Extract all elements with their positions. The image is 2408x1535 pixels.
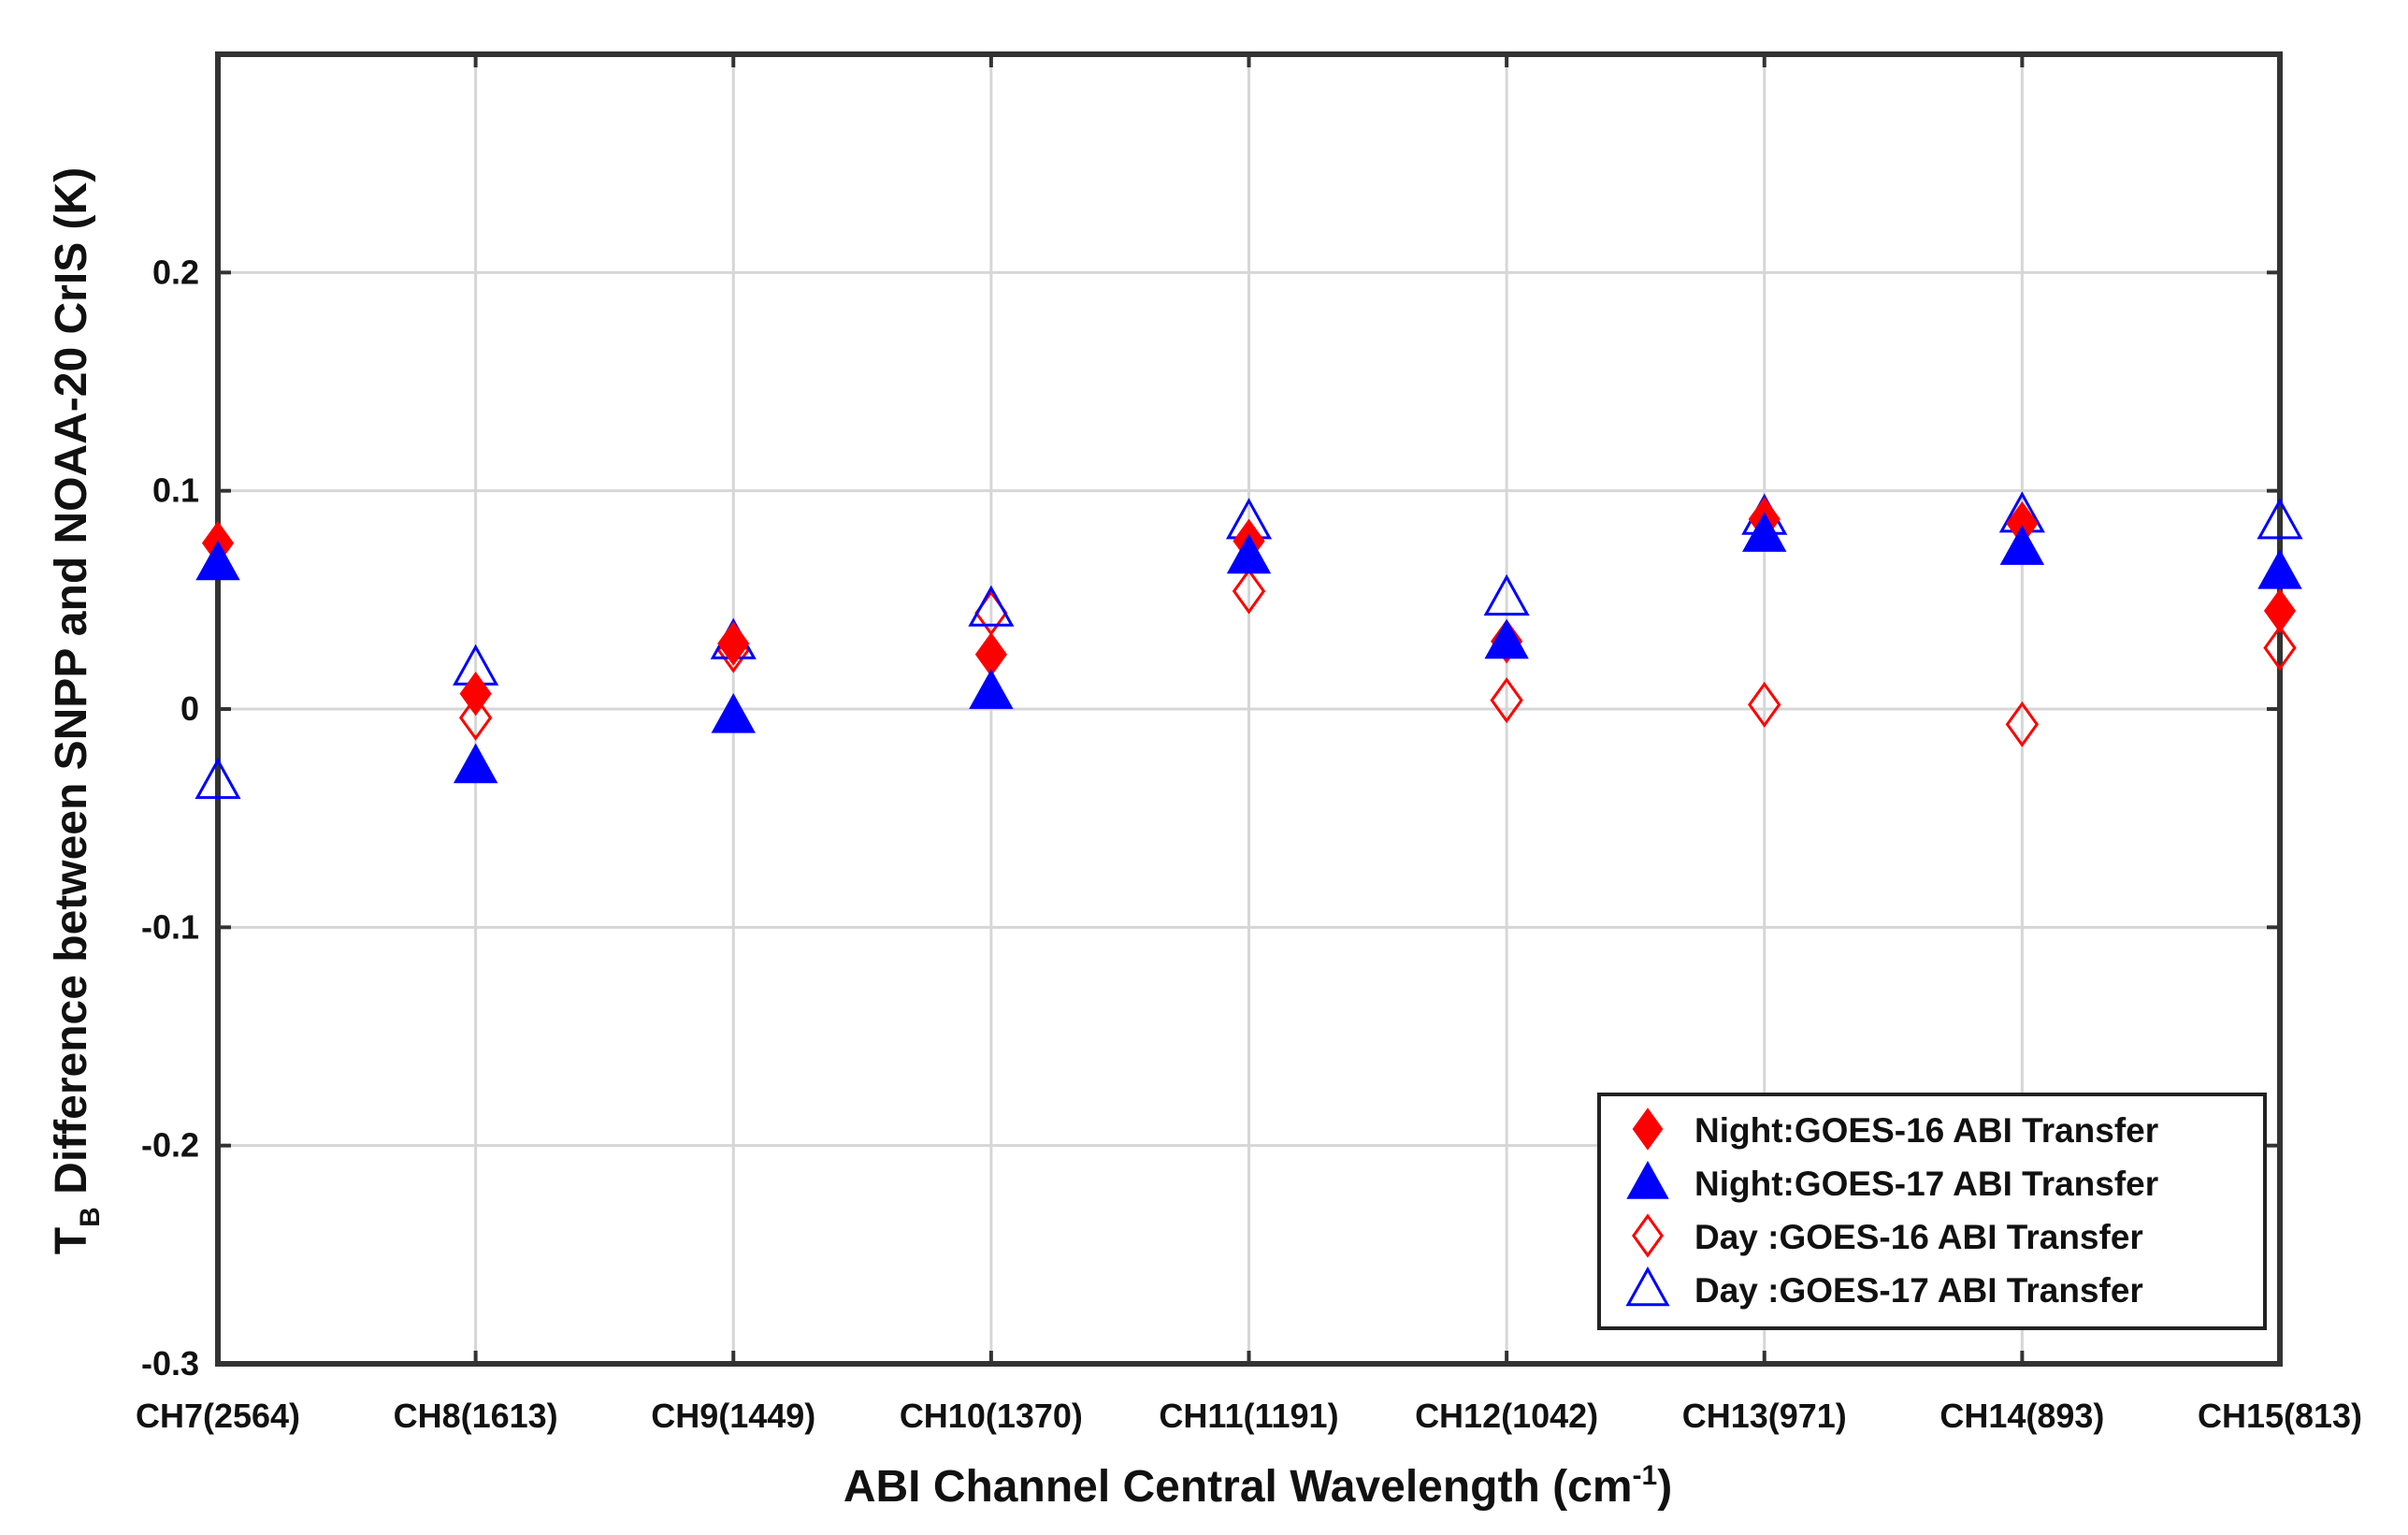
night-goes16-point xyxy=(2263,588,2297,633)
legend-marker xyxy=(1625,1266,1670,1307)
x-tick-label: CH7(2564) xyxy=(136,1397,300,1435)
y-axis-ticks: -0.3 -0.2 -0.1 0 0.1 0.2 xyxy=(141,253,2280,1383)
legend-label: Night:GOES-16 ABI Transfer xyxy=(1694,1111,2158,1150)
night-goes17-point xyxy=(453,743,498,784)
x-tick-label: CH14(893) xyxy=(1939,1397,2104,1435)
day-goes17-point xyxy=(195,757,241,800)
y-tick-label: 0.1 xyxy=(152,471,199,510)
x-tick-label: CH11(1191) xyxy=(1159,1397,1338,1435)
day-goes17-point xyxy=(968,585,1015,627)
x-axis-title: ABI Channel Central Wavelength (cm-1) xyxy=(844,1460,1672,1512)
night-goes17-point xyxy=(1742,512,1787,552)
night-goes16-point xyxy=(717,621,750,666)
day-goes16-point xyxy=(1490,677,1523,724)
legend-marker xyxy=(1632,1213,1664,1258)
day-goes16-point xyxy=(2263,625,2297,672)
y-axis-title: TB Difference between SNPP and NOAA-20 C… xyxy=(47,167,106,1254)
day-goes17-point xyxy=(1483,573,1530,616)
y-tick-label: 0 xyxy=(180,689,199,728)
x-tick-label: CH10(1370) xyxy=(900,1397,1083,1435)
y-tick-label: -0.1 xyxy=(141,907,199,946)
night-goes16-point xyxy=(459,671,492,717)
legend: Night:GOES-16 ABI Transfer Night:GOES-17 … xyxy=(1597,1093,2267,1330)
x-tick-label: CH8(1613) xyxy=(394,1397,558,1435)
legend-box xyxy=(1597,1093,2267,1330)
night-goes17-point xyxy=(195,540,240,581)
night-goes16-point xyxy=(974,631,1007,677)
day-goes17-point xyxy=(2257,498,2303,540)
day-goes16-point xyxy=(2005,701,2040,747)
night-goes17-point xyxy=(1226,533,1272,574)
legend-label: Day :GOES-16 ABI Transfer xyxy=(1694,1218,2143,1256)
x-tick-label: CH9(1449) xyxy=(651,1397,815,1435)
y-tick-label: -0.2 xyxy=(141,1126,199,1165)
x-tick-label: CH15(813) xyxy=(2198,1397,2362,1435)
night-goes17-point xyxy=(969,669,1014,709)
day-goes16-point xyxy=(458,694,493,741)
night-goes17-point xyxy=(1999,525,2045,565)
night-goes17-point xyxy=(711,692,756,733)
x-tick-label: CH13(971) xyxy=(1682,1397,1847,1435)
y-tick-label: 0.2 xyxy=(152,253,199,291)
x-axis-ticks: CH7(2564) CH8(1613) CH9(1449) CH10(1370) CH1… xyxy=(136,54,2362,1435)
x-tick-label: CH12(1042) xyxy=(1415,1397,1598,1435)
legend-marker xyxy=(1626,1160,1669,1199)
day-goes16-point xyxy=(1232,568,1266,615)
night-goes17-point xyxy=(1484,618,1529,659)
day-goes16-point xyxy=(1748,681,1781,728)
legend-marker xyxy=(1632,1108,1664,1151)
night-goes17-point xyxy=(2257,548,2302,589)
legend-label: Day :GOES-17 ABI Transfer xyxy=(1694,1271,2143,1310)
legend-label: Night:GOES-17 ABI Transfer xyxy=(1694,1165,2158,1203)
data-points xyxy=(195,491,2303,800)
y-tick-label: -0.3 xyxy=(141,1344,199,1383)
